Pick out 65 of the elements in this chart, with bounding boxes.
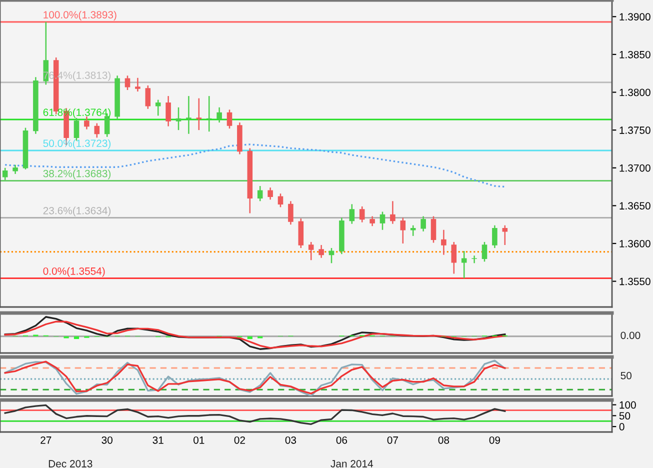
candlestick (451, 241, 457, 274)
candlestick (12, 164, 18, 175)
candlestick (145, 84, 151, 110)
candlestick (370, 216, 375, 227)
ref-line-label: 100.0%(1.3893) (44, 10, 116, 21)
y-tick-label: 1.3600 (620, 240, 650, 248)
candlestick (298, 218, 304, 249)
y-tick-label: 50 (619, 412, 630, 420)
y-tick-label: 1.3700 (620, 164, 650, 172)
y-tick-label: 1.3850 (620, 50, 650, 58)
ref-line-label: 38.2%(1.3683) (43, 170, 111, 180)
ref-line-label: 50.0%(1.3723) (43, 139, 111, 150)
candlestick (380, 211, 386, 230)
candlestick (268, 186, 273, 200)
candlestick (155, 99, 161, 116)
candlestick (226, 109, 232, 130)
x-tick-label: 31 (152, 436, 164, 444)
candlestick (308, 241, 314, 261)
y-tick-label: 1.3550 (620, 278, 650, 286)
candlestick (390, 200, 396, 224)
candlestick (441, 229, 446, 256)
candlestick (166, 95, 171, 127)
candlestick (502, 224, 508, 246)
y-tick-label: 0 (619, 423, 624, 430)
x-tick-label: 06 (336, 436, 348, 444)
candlestick (420, 216, 426, 232)
candlestick (482, 241, 488, 262)
candlestick (318, 244, 324, 258)
candlestick (196, 98, 202, 131)
candlestick (359, 206, 365, 223)
candlestick (472, 254, 477, 264)
candlestick (135, 77, 140, 92)
y-tick-label: 1.3750 (620, 126, 650, 134)
ref-line-label: 0.0%(1.3554) (43, 267, 105, 277)
y-tick-label: 1.3900 (620, 13, 650, 21)
candlestick (349, 204, 355, 224)
candlestick (124, 74, 130, 91)
candlestick (186, 95, 192, 134)
x-tick-label: 30 (102, 436, 112, 444)
text: Jan 2014 (330, 460, 374, 468)
candlestick (288, 200, 294, 226)
candlestick (492, 224, 498, 249)
y-tick-label: 1.3800 (620, 88, 650, 96)
y-tick-label: 100 (620, 401, 636, 409)
x-tick-label: 07 (387, 436, 398, 444)
candlestick (328, 247, 334, 264)
line-series (4, 404, 506, 425)
x-tick-label: 08 (438, 436, 450, 444)
candlestick (216, 106, 222, 124)
x-tick-label: 09 (489, 436, 500, 444)
candlestick (278, 192, 284, 208)
candlestick (430, 216, 436, 244)
candlestick (2, 167, 8, 181)
candlestick (176, 106, 182, 131)
x-tick-label: 02 (234, 436, 245, 444)
text: Dec 2013 (48, 460, 92, 468)
x-tick-label: 01 (194, 436, 204, 444)
candlestick (257, 185, 263, 202)
ref-line-label: 0.00 (620, 332, 640, 340)
ref-line-label: 23.6%(1.3634) (43, 206, 111, 216)
x-tick-label: 03 (285, 436, 296, 444)
y-tick-label: 1.3650 (620, 202, 650, 210)
candlestick (400, 217, 406, 244)
candlestick (94, 122, 100, 138)
x-tick-label: 27 (40, 436, 52, 444)
